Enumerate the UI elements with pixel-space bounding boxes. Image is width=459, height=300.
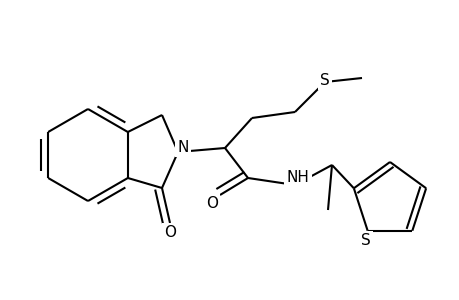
Text: S: S xyxy=(319,73,329,88)
Text: NH: NH xyxy=(286,169,309,184)
Text: S: S xyxy=(360,233,370,248)
Text: O: O xyxy=(164,226,176,241)
Text: O: O xyxy=(206,196,218,211)
Text: N: N xyxy=(177,140,188,154)
